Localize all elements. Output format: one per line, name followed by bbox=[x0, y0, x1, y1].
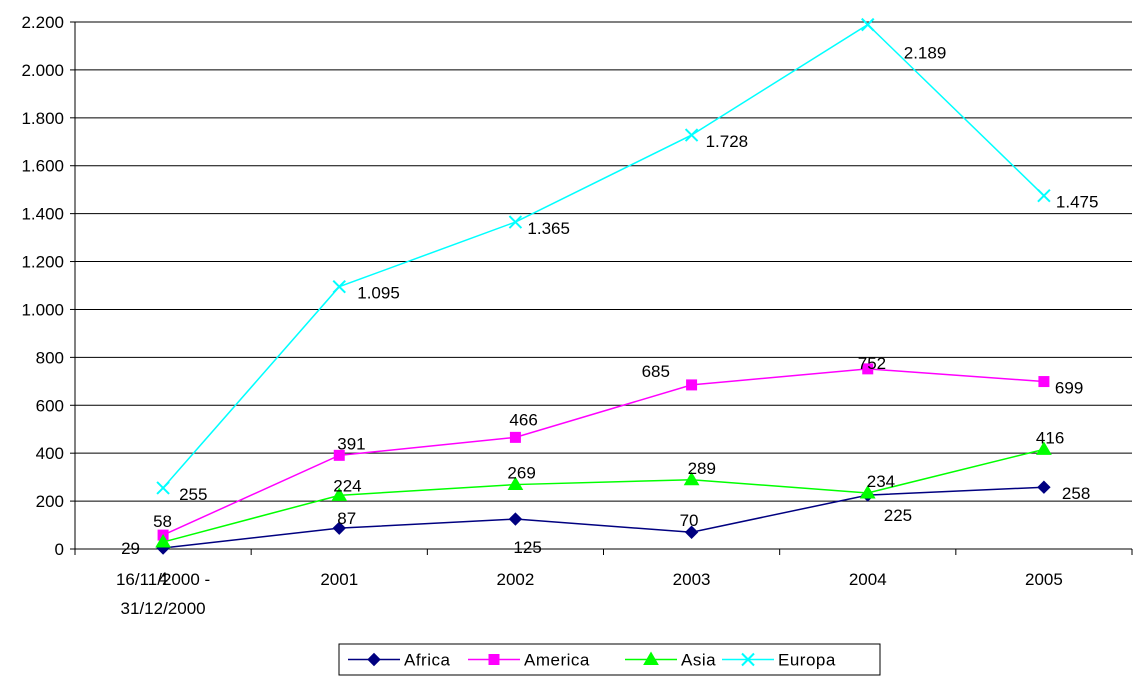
point-asia bbox=[683, 471, 700, 486]
data-label-america: 752 bbox=[858, 354, 886, 373]
data-labels-group: 4 87 125 70 225 258 58 391 466 685 752 699 29 224 269 2… bbox=[121, 44, 1098, 588]
point-europa bbox=[508, 215, 523, 229]
data-label-europa: 255 bbox=[179, 485, 207, 504]
data-label-europa: 1.475 bbox=[1056, 193, 1099, 212]
point-asia bbox=[859, 484, 876, 499]
marker-stroke bbox=[741, 652, 755, 667]
y-axis: 0 200 400 600 800 1.000 1.200 1.400 1.600 1.800 2.… bbox=[21, 13, 76, 559]
y-tick-label: 1.400 bbox=[21, 205, 64, 224]
legend-marker-asia bbox=[643, 651, 659, 665]
point-europa bbox=[156, 481, 170, 495]
point-asia bbox=[331, 487, 348, 501]
point-america bbox=[1038, 376, 1050, 388]
data-label-africa: 70 bbox=[680, 511, 699, 530]
y-tick-label: 0 bbox=[55, 540, 64, 559]
legend-marker-africa bbox=[367, 652, 381, 667]
point-europa bbox=[332, 279, 346, 294]
data-label-asia: 234 bbox=[867, 472, 895, 491]
y-tick-label: 2.000 bbox=[21, 61, 64, 80]
data-label-africa: 4 bbox=[158, 569, 167, 588]
point-africa bbox=[1037, 480, 1051, 494]
y-tick-label: 600 bbox=[36, 396, 64, 415]
point-america bbox=[686, 379, 698, 391]
point-europa bbox=[684, 128, 699, 142]
legend-marker-europa bbox=[741, 652, 755, 667]
data-label-africa: 125 bbox=[513, 538, 541, 557]
data-label-europa: 1.728 bbox=[706, 132, 749, 151]
point-asia bbox=[155, 534, 171, 548]
legend-label-asia: Asia bbox=[681, 651, 716, 670]
y-tick-label: 800 bbox=[36, 348, 64, 367]
point-europa bbox=[861, 17, 875, 32]
x-axis: 16/11/2000 -31/12/2000 2001 2002 2003 2004 20… bbox=[74, 548, 1133, 618]
data-label-asia: 269 bbox=[507, 464, 535, 483]
marker-stroke bbox=[1037, 188, 1051, 203]
x-tick-label: 2002 bbox=[497, 570, 535, 589]
y-tick-label: 1.000 bbox=[21, 300, 64, 319]
series-line-america bbox=[162, 368, 1044, 536]
x-tick-label: 2004 bbox=[849, 570, 887, 589]
point-america bbox=[333, 449, 345, 461]
marker-stroke bbox=[156, 481, 170, 495]
series-line-africa bbox=[162, 486, 1044, 549]
point-africa bbox=[508, 512, 523, 526]
point-asia bbox=[1036, 441, 1052, 455]
legend-box bbox=[338, 643, 881, 676]
data-label-africa: 225 bbox=[884, 506, 912, 525]
data-label-asia: 29 bbox=[121, 539, 140, 558]
legend-label-europa: Europa bbox=[778, 651, 836, 670]
data-label-asia: 416 bbox=[1036, 428, 1064, 447]
legend-label-africa: Africa bbox=[404, 651, 451, 670]
legend-label-america: America bbox=[524, 651, 590, 670]
y-tick-label: 400 bbox=[36, 444, 64, 463]
y-tick-label: 1.800 bbox=[21, 109, 64, 128]
data-label-america: 699 bbox=[1055, 379, 1083, 398]
x-tick-label: 16/11/2000 -31/12/2000 bbox=[116, 570, 210, 618]
x-tick-label: 2003 bbox=[673, 570, 711, 589]
data-label-america: 466 bbox=[509, 410, 537, 429]
point-africa bbox=[684, 525, 699, 539]
data-label-africa: 87 bbox=[337, 509, 356, 528]
data-label-europa: 2.189 bbox=[904, 44, 947, 63]
point-asia bbox=[507, 476, 524, 491]
y-tick-label: 1.600 bbox=[21, 157, 64, 176]
legend-marker-america bbox=[488, 654, 500, 665]
data-label-europa: 1.365 bbox=[527, 219, 570, 238]
data-label-america: 58 bbox=[153, 512, 172, 531]
data-label-africa: 258 bbox=[1062, 484, 1090, 503]
y-tick-label: 200 bbox=[36, 492, 64, 511]
data-label-america: 685 bbox=[642, 362, 670, 381]
series-group bbox=[155, 17, 1052, 555]
point-europa bbox=[1037, 188, 1051, 203]
legend: Africa America Asia Europa bbox=[338, 643, 881, 676]
data-label-europa: 1.095 bbox=[357, 284, 400, 303]
data-label-america: 391 bbox=[337, 434, 365, 453]
data-label-asia: 289 bbox=[688, 459, 716, 478]
x-tick-label: 2001 bbox=[320, 570, 358, 589]
point-america bbox=[509, 431, 521, 443]
marker-stroke bbox=[861, 17, 875, 32]
data-label-asia: 224 bbox=[333, 476, 361, 495]
y-tick-label: 1.200 bbox=[21, 253, 64, 272]
point-africa bbox=[332, 521, 346, 535]
point-america bbox=[862, 363, 874, 375]
series-line-asia bbox=[162, 448, 1045, 543]
y-tick-label: 2.200 bbox=[21, 13, 64, 32]
marker-stroke bbox=[684, 128, 699, 142]
series-line-europa bbox=[162, 23, 1045, 489]
marker-stroke bbox=[508, 215, 523, 229]
grid-lines bbox=[75, 21, 1132, 502]
marker-stroke bbox=[332, 279, 346, 294]
x-tick-label: 2005 bbox=[1025, 570, 1063, 589]
